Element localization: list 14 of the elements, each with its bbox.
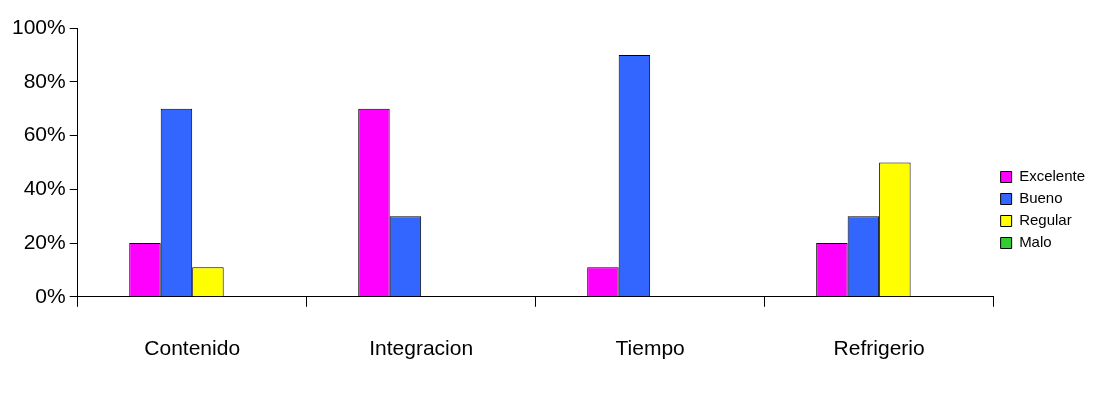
legend-label: Bueno <box>1019 189 1063 207</box>
x-tick-label: Contenido <box>144 336 241 360</box>
legend-label: Malo <box>1019 233 1052 251</box>
x-tick-label: Tiempo <box>615 336 685 360</box>
y-tick-label: 60% <box>23 122 66 146</box>
x-tick-label: Integracion <box>369 336 474 360</box>
y-tick-label: 80% <box>23 68 66 92</box>
y-tick-label: 100% <box>11 14 66 38</box>
y-tick-label: 20% <box>23 229 66 253</box>
legend-label: Excelente <box>1019 167 1085 185</box>
legend-label: Regular <box>1019 211 1072 229</box>
y-tick-label: 0% <box>35 283 66 307</box>
x-tick-label: Refrigerio <box>833 336 925 360</box>
y-tick-label: 40% <box>23 176 66 200</box>
